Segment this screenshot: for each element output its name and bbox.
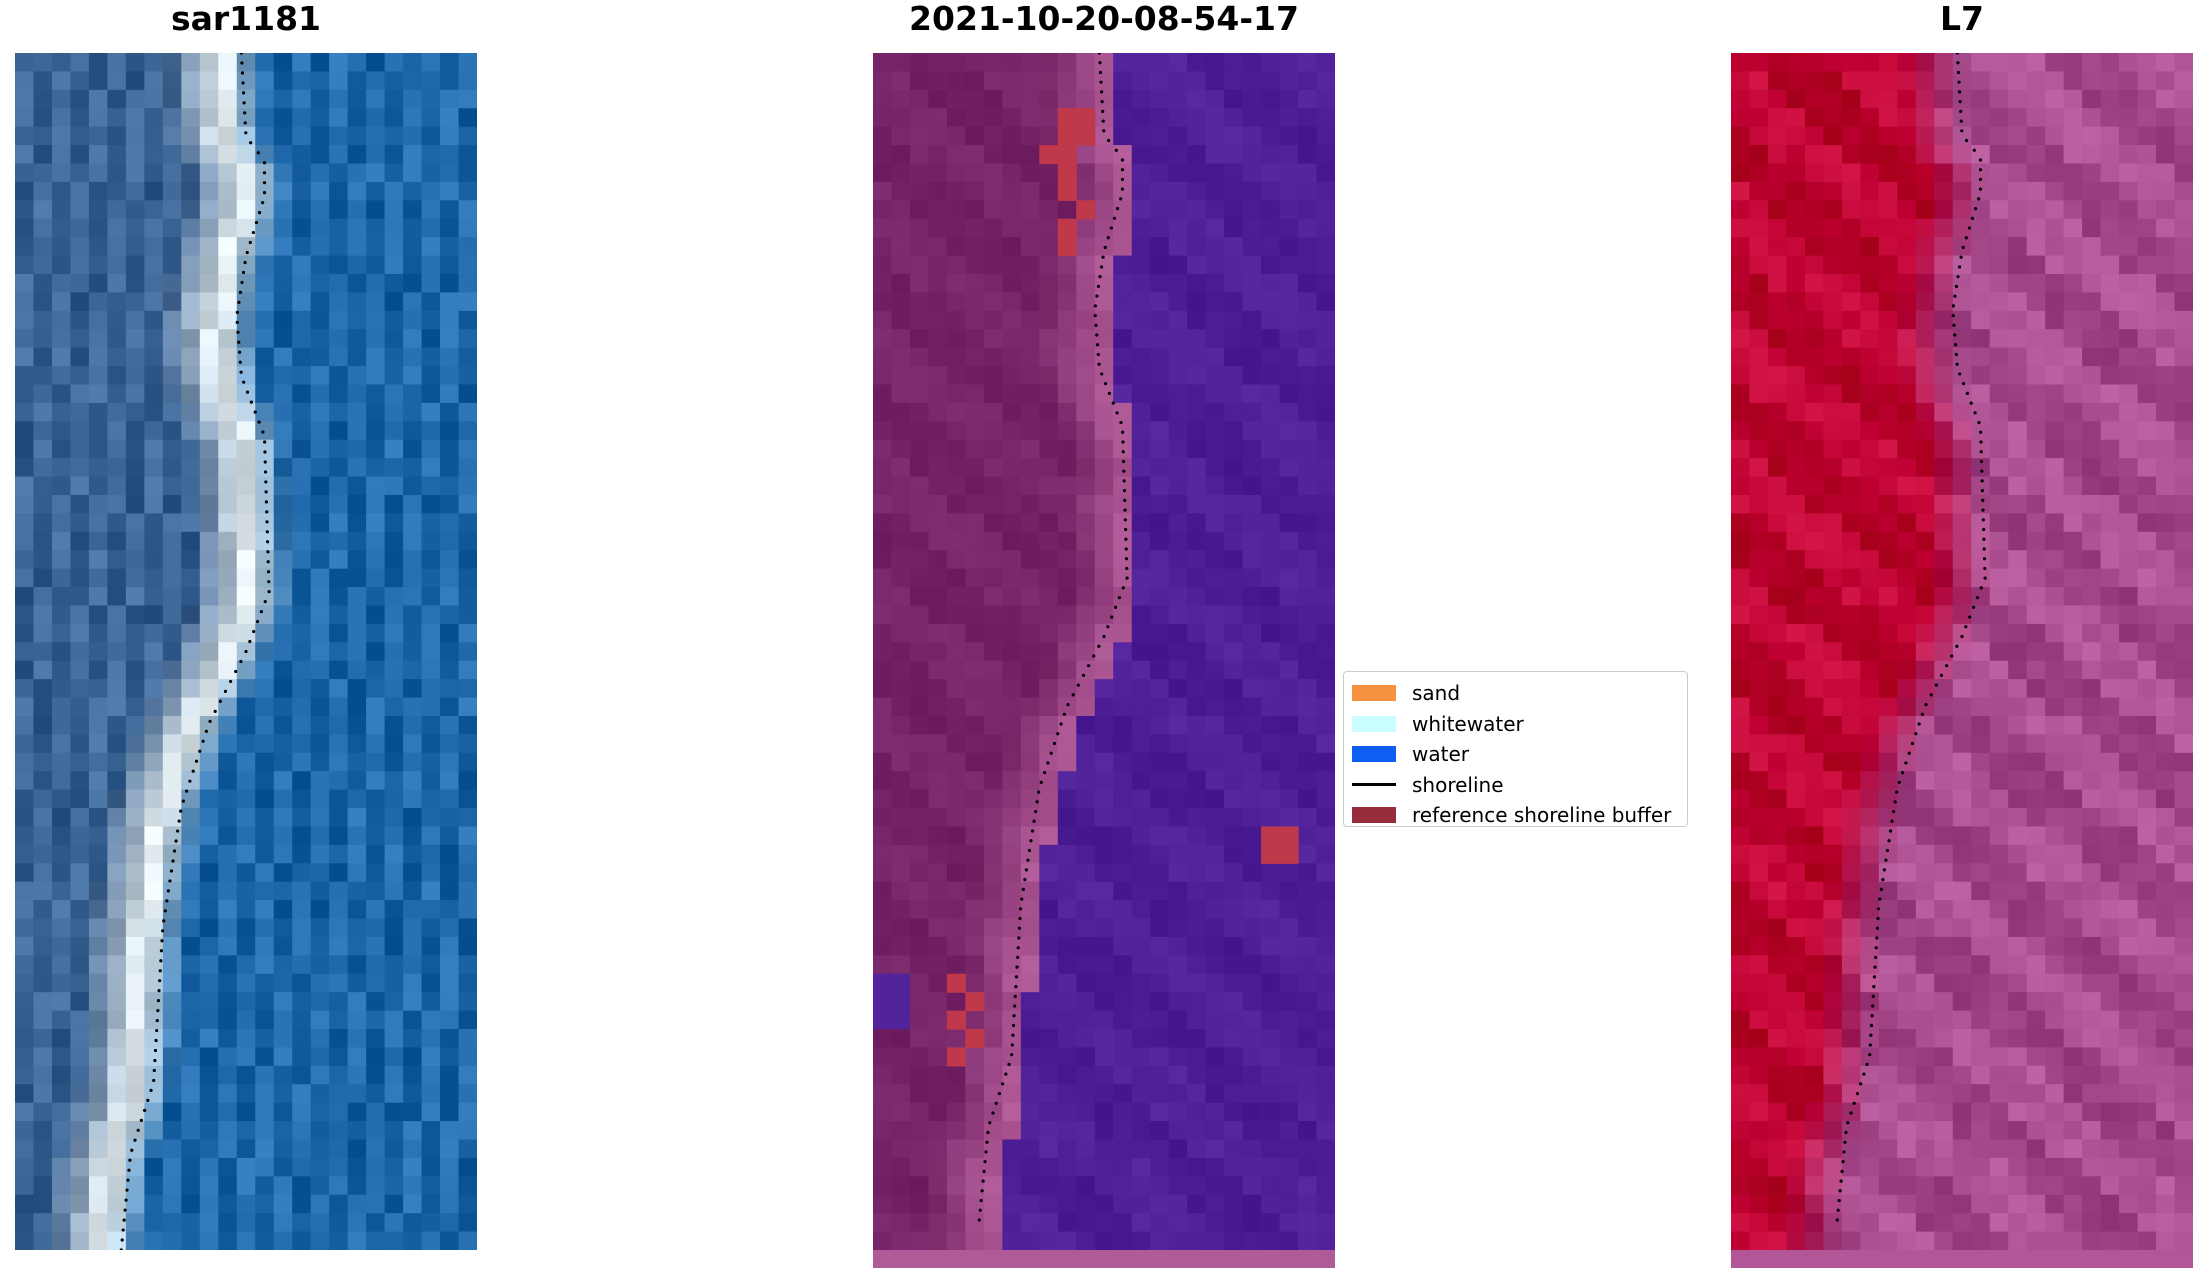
shoreline <box>977 53 1129 1222</box>
legend: sand whitewater water shoreline referenc… <box>1343 671 1688 827</box>
legend-swatch-reference-buffer <box>1352 807 1396 824</box>
svg-index-pixels <box>1731 53 2193 1251</box>
panel-title-rgb: sar1181 <box>170 0 322 38</box>
legend-item-water: water <box>1352 739 1679 770</box>
svg-class-pixels <box>873 53 1335 1251</box>
shoreline <box>119 53 271 1250</box>
bottom-strip <box>873 1250 1335 1268</box>
rgb-pixels <box>15 53 477 1250</box>
index-panel: L7 <box>1731 0 2193 1268</box>
panel-title-index: L7 <box>1940 0 1984 38</box>
legend-label-water: water <box>1412 742 1469 767</box>
index-image <box>1731 53 2193 1268</box>
legend-swatch-water <box>1352 746 1396 763</box>
legend-label-sand: sand <box>1412 681 1461 706</box>
reference-buffer-patches <box>873 108 1299 1067</box>
rgb-image-panel: sar1181 <box>15 0 477 1250</box>
shoreline <box>1835 53 1987 1222</box>
bottom-strip <box>1731 1250 2193 1268</box>
legend-item-whitewater: whitewater <box>1352 709 1679 740</box>
rgb-image <box>15 53 477 1250</box>
legend-item-sand: sand <box>1352 678 1679 709</box>
legend-label-shoreline: shoreline <box>1412 772 1504 797</box>
legend-item-shoreline: shoreline <box>1352 770 1679 801</box>
legend-item-reference-buffer: reference shoreline buffer <box>1352 800 1679 831</box>
legend-line-shoreline <box>1352 783 1396 787</box>
classification-image <box>873 53 1335 1268</box>
classification-panel: 2021-10-20-08-54-17 <box>873 0 1335 1268</box>
panel-title-classification: 2021-10-20-08-54-17 <box>909 0 1299 38</box>
legend-swatch-sand <box>1352 685 1396 702</box>
legend-label-whitewater: whitewater <box>1412 711 1524 736</box>
legend-swatch-whitewater <box>1352 715 1396 732</box>
legend-label-reference-buffer: reference shoreline buffer <box>1412 803 1672 828</box>
